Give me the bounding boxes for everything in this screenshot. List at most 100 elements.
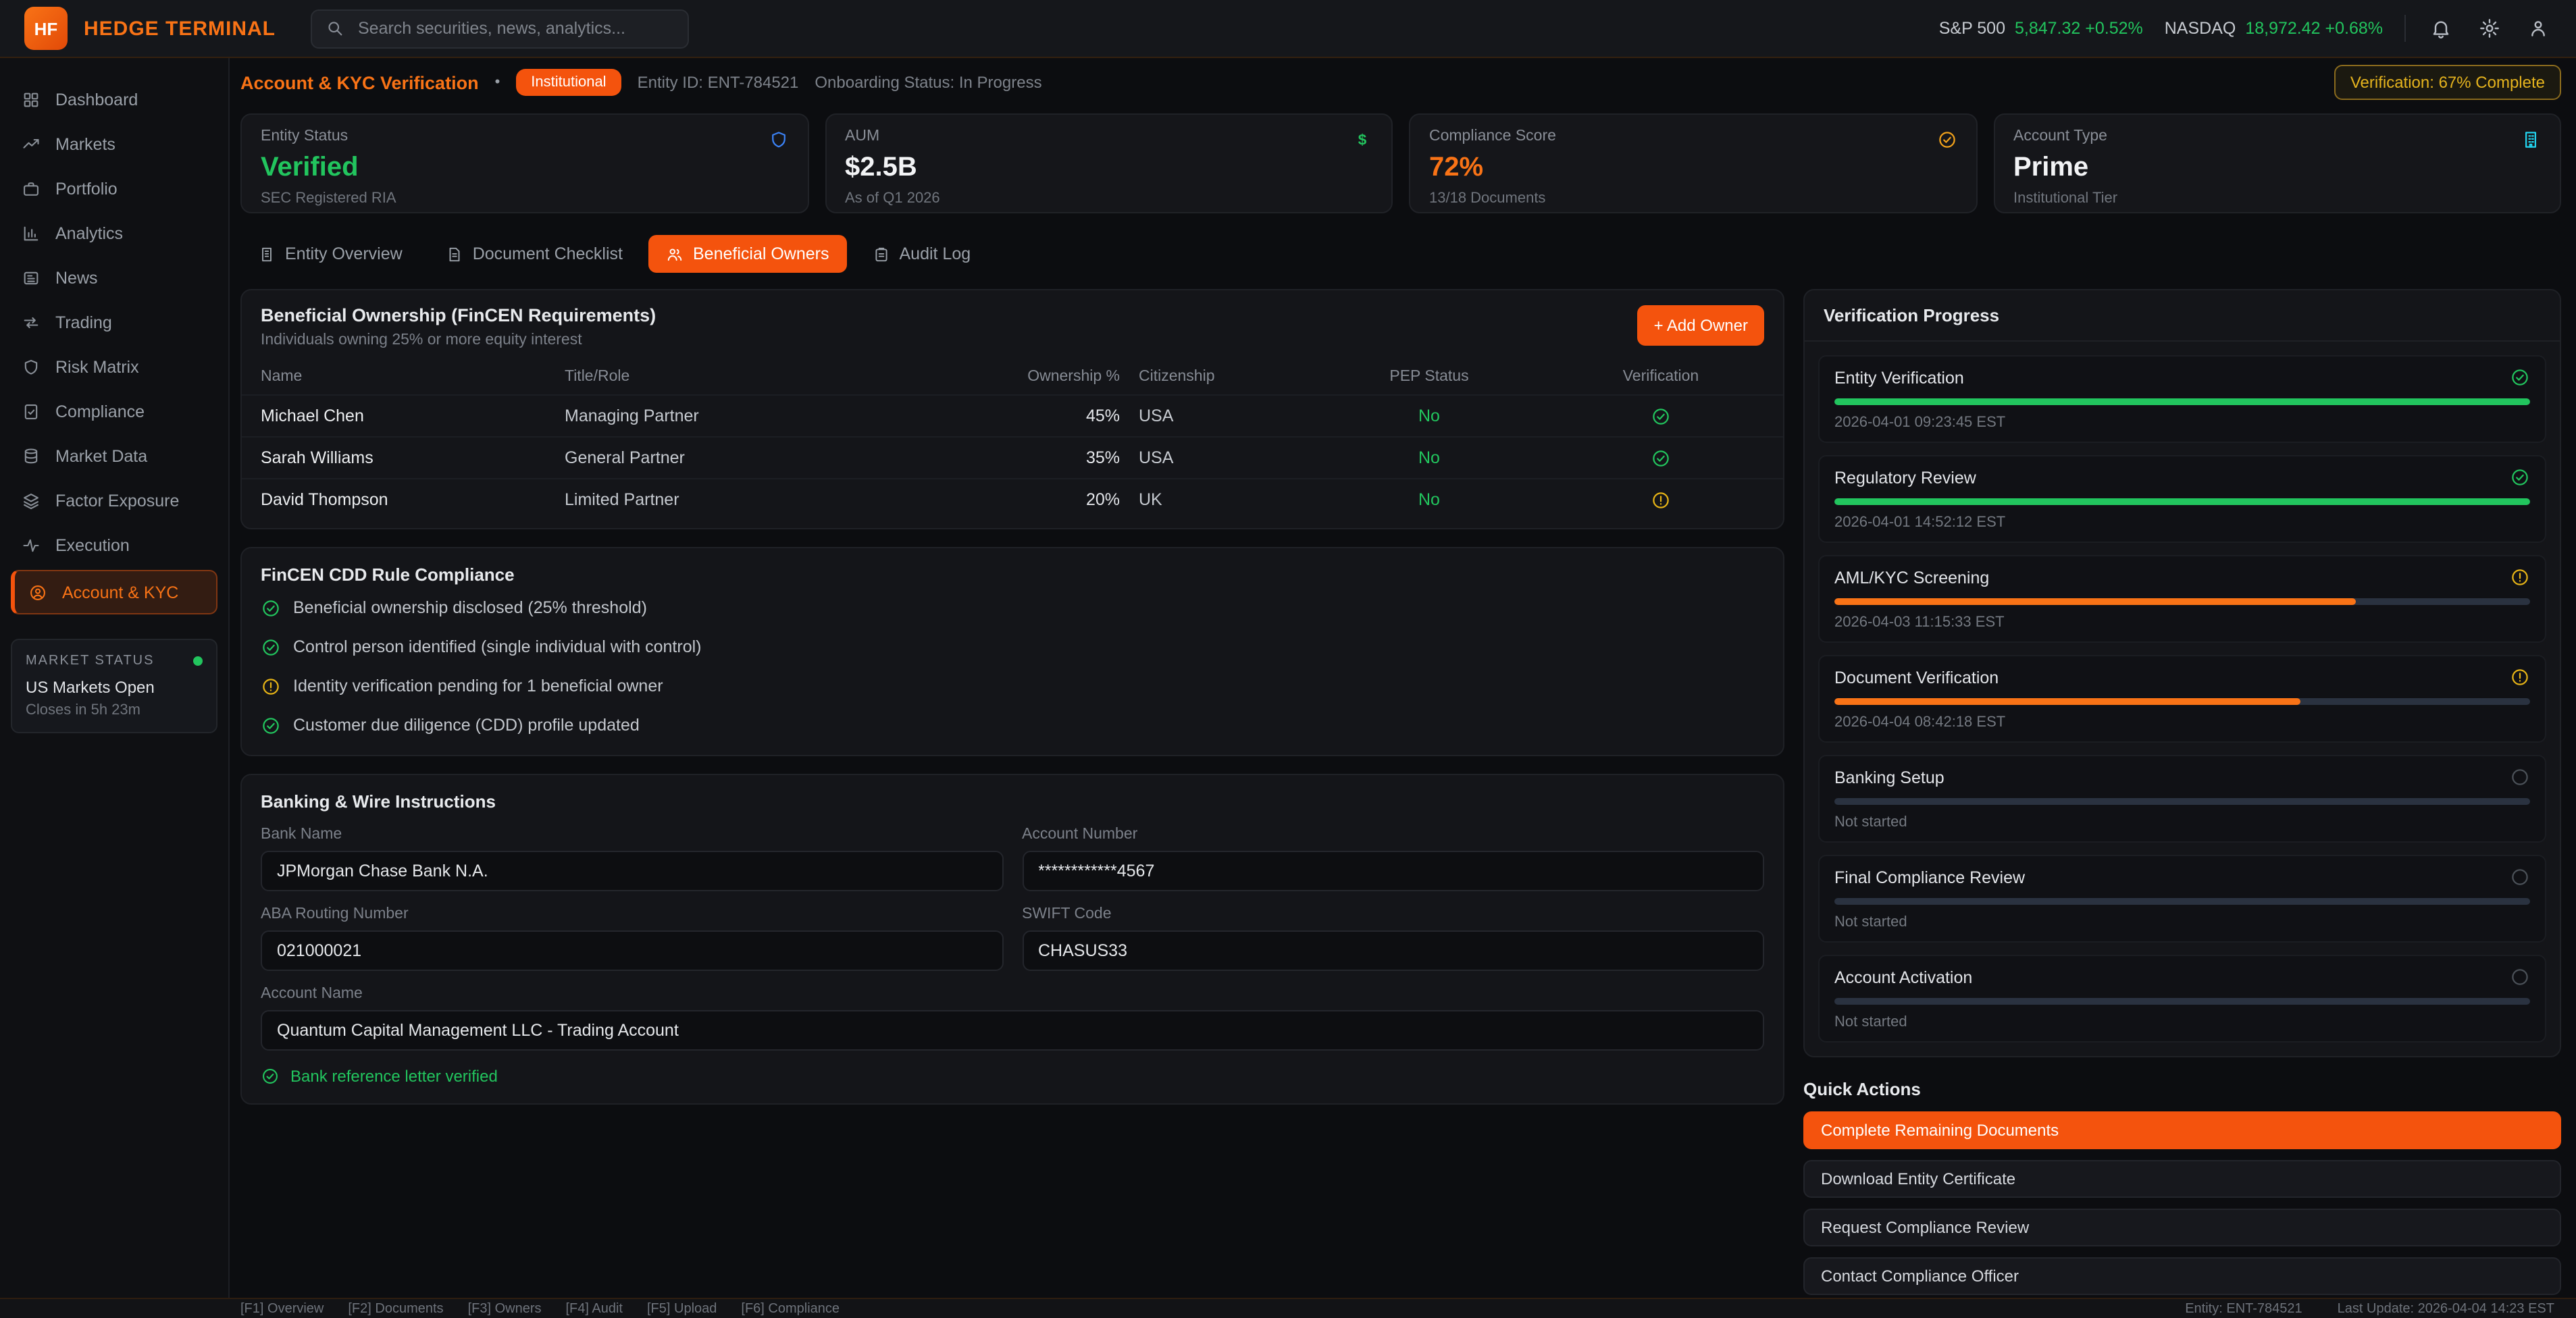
- col-citizenship: Citizenship: [1139, 369, 1215, 385]
- sidebar-item-compliance[interactable]: Compliance: [0, 389, 228, 433]
- top-bar: HF HEDGE TERMINAL S&P 500 5,847.32 +0.52…: [0, 0, 2576, 58]
- sidebar-item-portfolio[interactable]: Portfolio: [0, 166, 228, 211]
- bar-chart-icon: [22, 223, 41, 242]
- field-account-name: Account Name: [261, 986, 1764, 1051]
- compliance-item-text: Identity verification pending for 1 bene…: [293, 677, 663, 695]
- owner-pep: No: [1418, 406, 1440, 425]
- table-row[interactable]: Sarah Williams General Partner 35% USA N…: [242, 436, 1783, 478]
- swift-code-input[interactable]: [1022, 930, 1764, 971]
- account-name-input[interactable]: [261, 1010, 1764, 1051]
- empty-circle-icon: [2510, 867, 2530, 887]
- progress-step: Regulatory Review 2026-04-01 14:52:12 ES…: [1818, 455, 2546, 543]
- market-status-text: US Markets Open: [26, 678, 155, 697]
- tab-audit-log[interactable]: Audit Log: [855, 235, 989, 273]
- shortcut-f3-owners[interactable]: [F3] Owners: [467, 1301, 542, 1316]
- topbar-right: S&P 500 5,847.32 +0.52% NASDAQ 18,972.42…: [1939, 15, 2552, 42]
- warning-circle-icon: [2510, 567, 2530, 587]
- settings-gear-icon[interactable]: [2476, 15, 2503, 42]
- owner-pep: No: [1418, 490, 1440, 509]
- progress-bar: [1834, 598, 2530, 605]
- compliance-item-text: Customer due diligence (CDD) profile upd…: [293, 716, 640, 735]
- newspaper-icon: [22, 268, 41, 287]
- main-content: Account & KYC Verification • Institution…: [230, 58, 2576, 1298]
- field-aba-routing: ABA Routing Number: [261, 906, 1003, 971]
- search-input[interactable]: [355, 18, 674, 39]
- owner-ownership: 20%: [1085, 490, 1120, 509]
- col-pep-status: PEP Status: [1389, 369, 1469, 385]
- sidebar-item-dashboard[interactable]: Dashboard: [0, 77, 228, 122]
- progress-step: Account Activation Not started: [1818, 955, 2546, 1043]
- user-profile-icon[interactable]: [2525, 15, 2552, 42]
- compliance-item-text: Beneficial ownership disclosed (25% thre…: [293, 598, 647, 617]
- table-row[interactable]: Michael Chen Managing Partner 45% USA No: [242, 394, 1783, 436]
- shortcut-f4-audit[interactable]: [F4] Audit: [565, 1301, 623, 1316]
- verification-complete-badge: Verification: 67% Complete: [2334, 65, 2561, 100]
- ticker-value: 5,847.32 +0.52%: [2015, 19, 2143, 38]
- col-title-role: Title/Role: [565, 369, 630, 385]
- field-account-number: Account Number: [1022, 826, 1764, 891]
- request-review-button[interactable]: Request Compliance Review: [1803, 1209, 2561, 1246]
- user-circle-icon: [28, 583, 47, 602]
- owner-pep: No: [1418, 448, 1440, 467]
- complete-documents-button[interactable]: Complete Remaining Documents: [1803, 1111, 2561, 1149]
- warning-circle-icon: [261, 676, 281, 696]
- empty-circle-icon: [2510, 967, 2530, 987]
- bank-name-input[interactable]: [261, 851, 1003, 891]
- owner-role: Limited Partner: [565, 490, 679, 509]
- compliance-item-text: Control person identified (single indivi…: [293, 637, 702, 656]
- shortcut-f6-compliance[interactable]: [F6] Compliance: [741, 1301, 840, 1316]
- panel-subtitle: Individuals owning 25% or more equity in…: [261, 332, 582, 348]
- market-status-panel: MARKET STATUS US Markets Open Closes in …: [11, 639, 217, 733]
- table-row[interactable]: David Thompson Limited Partner 20% UK No: [242, 478, 1783, 520]
- step-timestamp: Not started: [1834, 914, 1907, 930]
- add-owner-button[interactable]: + Add Owner: [1637, 305, 1764, 346]
- sidebar-item-label: Compliance: [55, 402, 145, 421]
- contact-officer-button[interactable]: Contact Compliance Officer: [1803, 1257, 2561, 1295]
- warning-circle-icon: [2510, 667, 2530, 687]
- divider: [2404, 15, 2406, 42]
- sidebar-item-risk-matrix[interactable]: Risk Matrix: [0, 344, 228, 389]
- check-circle-icon: [261, 598, 281, 618]
- progress-step: Document Verification 2026-04-04 08:42:1…: [1818, 655, 2546, 743]
- sidebar-item-market-data[interactable]: Market Data: [0, 433, 228, 478]
- download-certificate-button[interactable]: Download Entity Certificate: [1803, 1160, 2561, 1198]
- notifications-bell-icon[interactable]: [2427, 15, 2454, 42]
- left-column: Beneficial Ownership (FinCEN Requirement…: [240, 289, 1784, 1105]
- field-bank-name: Bank Name: [261, 826, 1003, 891]
- col-ownership: Ownership %: [1027, 369, 1120, 385]
- field-swift-code: SWIFT Code: [1022, 906, 1764, 971]
- tab-document-checklist[interactable]: Document Checklist: [428, 235, 640, 273]
- briefcase-icon: [22, 179, 41, 198]
- sidebar-item-trading[interactable]: Trading: [0, 300, 228, 344]
- app-logo: HF: [24, 7, 68, 50]
- step-timestamp: 2026-04-01 09:23:45 EST: [1834, 415, 2006, 431]
- stat-value: Prime: [2013, 153, 2089, 182]
- sidebar-item-label: Portfolio: [55, 179, 118, 198]
- aba-routing-input[interactable]: [261, 930, 1003, 971]
- fincen-compliance-panel: FinCEN CDD Rule Compliance Beneficial ow…: [240, 547, 1784, 756]
- col-name: Name: [261, 369, 303, 385]
- compliance-check-item: Identity verification pending for 1 bene…: [261, 670, 1764, 702]
- market-status-title: MARKET STATUS: [26, 654, 155, 668]
- sidebar-item-factor-exposure[interactable]: Factor Exposure: [0, 478, 228, 523]
- progress-bar: [1834, 398, 2530, 405]
- shortcut-f5-upload[interactable]: [F5] Upload: [647, 1301, 717, 1316]
- shortcut-f2-documents[interactable]: [F2] Documents: [348, 1301, 444, 1316]
- account-number-input[interactable]: [1022, 851, 1764, 891]
- progress-fill: [1834, 698, 2301, 705]
- panel-title: Beneficial Ownership (FinCEN Requirement…: [261, 305, 656, 325]
- right-column: Verification Progress Entity Verificatio…: [1803, 289, 2561, 1298]
- tab-beneficial-owners[interactable]: Beneficial Owners: [648, 235, 847, 273]
- tab-entity-overview[interactable]: Entity Overview: [240, 235, 420, 273]
- sidebar-item-markets[interactable]: Markets: [0, 122, 228, 166]
- owners-table-header: Name Title/Role Ownership % Citizenship …: [242, 359, 1783, 394]
- shortcut-f1-overview[interactable]: [F1] Overview: [240, 1301, 324, 1316]
- global-search[interactable]: [311, 9, 689, 48]
- progress-step: Final Compliance Review Not started: [1818, 855, 2546, 943]
- sidebar-item-news[interactable]: News: [0, 255, 228, 300]
- sidebar-item-execution[interactable]: Execution: [0, 523, 228, 567]
- progress-bar: [1834, 898, 2530, 905]
- building-icon: [2521, 130, 2541, 150]
- sidebar-item-analytics[interactable]: Analytics: [0, 211, 228, 255]
- sidebar-item-account-kyc[interactable]: Account & KYC: [11, 570, 217, 614]
